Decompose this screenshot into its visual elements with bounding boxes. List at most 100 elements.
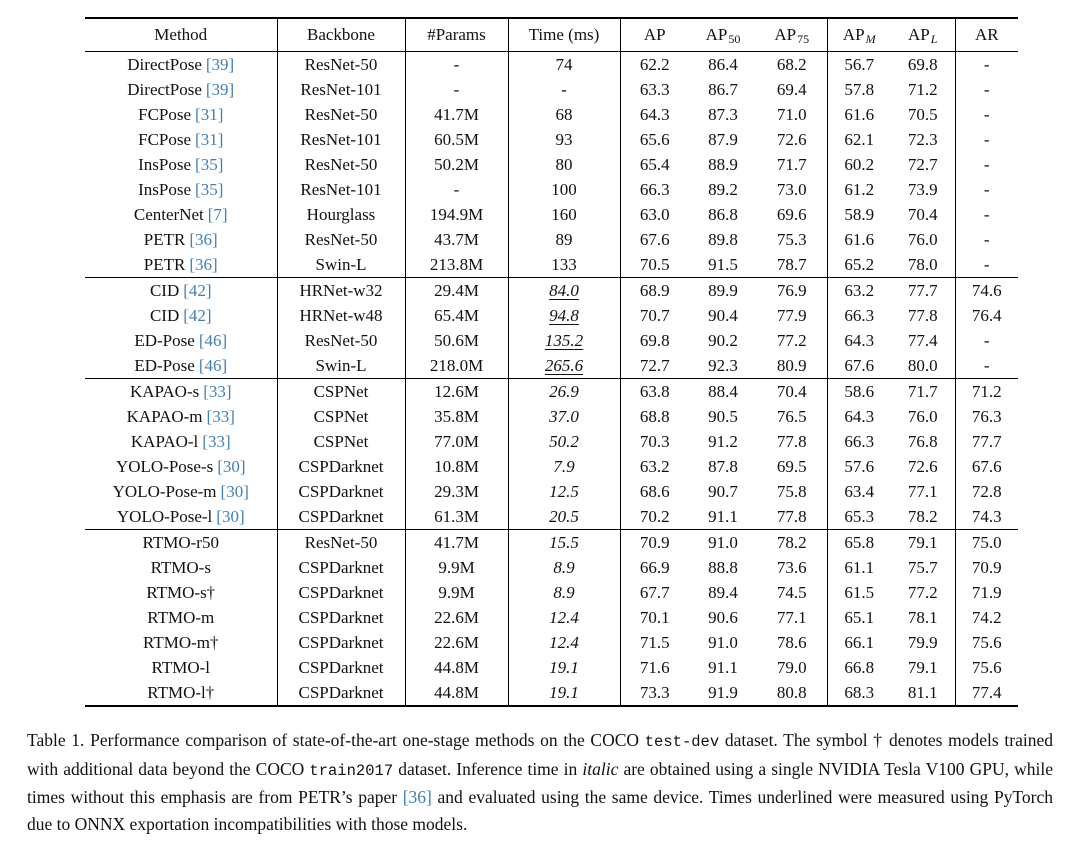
cell-apm: 60.2 <box>844 154 875 174</box>
column-header-label: AP <box>908 24 930 44</box>
cell-params: 50.6M <box>405 327 509 353</box>
citation-link[interactable]: [35] <box>195 179 224 199</box>
column-header-label: Method <box>154 24 208 44</box>
citation-link[interactable]: [30] <box>220 481 249 501</box>
cell-time: 68 <box>508 101 621 127</box>
caption-text-segment: and evaluated using the same device. Tim… <box>27 787 1053 834</box>
cell-ap50: 92.3 <box>708 355 738 375</box>
cell-backbone: CSPDarknet <box>277 503 406 529</box>
cell-apl: 72.7 <box>891 151 956 177</box>
cell-ap50: 89.2 <box>708 179 738 199</box>
citation-link[interactable]: [39] <box>205 79 235 99</box>
citation-link[interactable]: [31] <box>195 104 224 124</box>
cell-time: 20.5 <box>508 503 621 529</box>
citation-link[interactable]: [30] <box>216 506 245 526</box>
cell-method: CID [42] <box>85 302 278 328</box>
cell-ap50: 90.5 <box>708 406 738 426</box>
method-name: ED-Pose <box>134 355 195 375</box>
cell-ap: 70.3 <box>639 431 670 451</box>
table-group-1: DirectPose [39] ResNet-50-74 62.2 86.4 68.2 56… <box>85 51 1018 277</box>
method-name: YOLO-Pose-m <box>112 481 217 501</box>
cell-apl: 81.1 <box>891 679 956 706</box>
cell-method: RTMO-m <box>85 604 278 630</box>
method-name: RTMO-l† <box>147 682 215 702</box>
table-row: ED-Pose [46] ResNet-50 50.6M 135.2 69.8 90.2 77… <box>85 327 1018 353</box>
cell-backbone: ResNet-101 <box>277 176 406 202</box>
citation-link[interactable]: [30] <box>217 456 246 476</box>
cell-ap50: 86.7 <box>708 79 738 99</box>
citation-link[interactable]: [31] <box>195 129 224 149</box>
table-row: KAPAO-s [33] CSPNet 12.6M 26.9 63.8 88.4 70.4 58… <box>85 378 1018 404</box>
citation-link[interactable]: [42] <box>183 305 212 325</box>
cell-params: 41.7M <box>405 101 509 127</box>
cell-apm: 66.3 <box>844 305 875 325</box>
table-row: FCPose [31] ResNet-101 60.5M 93 65.6 87.9 72.6 6… <box>85 126 1018 152</box>
cell-ap: 64.3 <box>639 104 670 124</box>
citation-link[interactable]: [7] <box>207 204 228 224</box>
method-name: RTMO-r50 <box>142 532 219 552</box>
cell-ap50: 87.9 <box>708 129 738 149</box>
table-group-3: KAPAO-s [33] CSPNet 12.6M 26.9 63.8 88.4 70.4 58… <box>85 378 1018 529</box>
cell-apm: 67.6 <box>844 355 875 375</box>
citation-link[interactable]: [46] <box>198 330 228 350</box>
citation-link[interactable]: [35] <box>195 154 224 174</box>
cell-apm: 66.8 <box>844 657 875 677</box>
table-row: YOLO-Pose-l [30] CSPDarknet 61.3M 20.5 70.2 91… <box>85 503 1018 529</box>
citation-link[interactable]: [39] <box>205 54 235 74</box>
caption-text-segment: train2017 <box>309 761 394 780</box>
cell-ar: - <box>983 179 990 199</box>
cell-ap: 70.9 <box>639 532 670 552</box>
cell-method: ED-Pose [46] <box>85 352 278 378</box>
caption-citation-link[interactable]: [36] <box>402 787 432 807</box>
citation-link[interactable]: [33] <box>203 381 232 401</box>
table-row: InsPose [35] ResNet-50 50.2M 80 65.4 88.9 71.7 6… <box>85 151 1018 177</box>
cell-ap50: 90.4 <box>708 305 738 325</box>
cell-apl: 78.1 <box>891 604 956 630</box>
cell-ap75: 78.2 <box>757 529 828 555</box>
cell-ap50: 89.9 <box>708 280 738 300</box>
cell-ap50: 90.7 <box>708 481 738 501</box>
cell-ar: 76.3 <box>971 406 1002 426</box>
cell-ar: - <box>983 330 990 350</box>
cell-apm: 68.3 <box>844 682 875 702</box>
cell-method: DirectPose [39] <box>85 51 278 77</box>
cell-time: 80 <box>508 151 621 177</box>
cell-time: 12.4 <box>508 629 621 655</box>
cell-backbone: ResNet-50 <box>277 226 406 252</box>
cell-ap75: 80.8 <box>757 679 828 706</box>
cell-method: RTMO-r50 <box>85 529 278 555</box>
cell-apm: 57.6 <box>844 456 875 476</box>
table-row: RTMO-s CSPDarknet 9.9M 8.9 66.9 88.8 73.6 61.1 7… <box>85 554 1018 580</box>
column-header-subscript: 50 <box>728 31 741 46</box>
cell-ap75: 76.5 <box>757 403 828 429</box>
cell-ar: 77.4 <box>971 682 1002 702</box>
cell-method: PETR [36] <box>85 226 278 252</box>
cell-ap: 68.6 <box>639 481 670 501</box>
cell-apl: 73.9 <box>891 176 956 202</box>
cell-apl: 77.4 <box>891 327 956 353</box>
cell-ap75: 78.6 <box>757 629 828 655</box>
cell-apl: 79.1 <box>891 654 956 680</box>
citation-link[interactable]: [42] <box>183 280 212 300</box>
cell-method: FCPose [31] <box>85 101 278 127</box>
cell-method: RTMO-s† <box>85 579 278 605</box>
cell-ar: - <box>983 104 990 124</box>
cell-params: 9.9M <box>405 554 509 580</box>
cell-ap: 65.4 <box>639 154 670 174</box>
table-row: InsPose [35] ResNet-101-100 66.3 89.2 73.0 61.… <box>85 176 1018 202</box>
citation-link[interactable]: [33] <box>202 431 231 451</box>
cell-time: 8.9 <box>508 579 621 605</box>
cell-time: 133 <box>508 251 621 277</box>
cell-ar: - <box>983 129 990 149</box>
table-row: KAPAO-l [33] CSPNet 77.0M 50.2 70.3 91.2 77.8 66… <box>85 428 1018 454</box>
citation-link[interactable]: [36] <box>189 229 218 249</box>
citation-link[interactable]: [36] <box>189 254 218 274</box>
citation-link[interactable]: [46] <box>198 355 228 375</box>
cell-apl: 75.7 <box>891 554 956 580</box>
column-header-label: #Params <box>427 24 486 44</box>
cell-method: ED-Pose [46] <box>85 327 278 353</box>
column-header-label: Time (ms) <box>528 24 600 44</box>
method-name: FCPose <box>138 104 192 124</box>
citation-link[interactable]: [33] <box>206 406 235 426</box>
